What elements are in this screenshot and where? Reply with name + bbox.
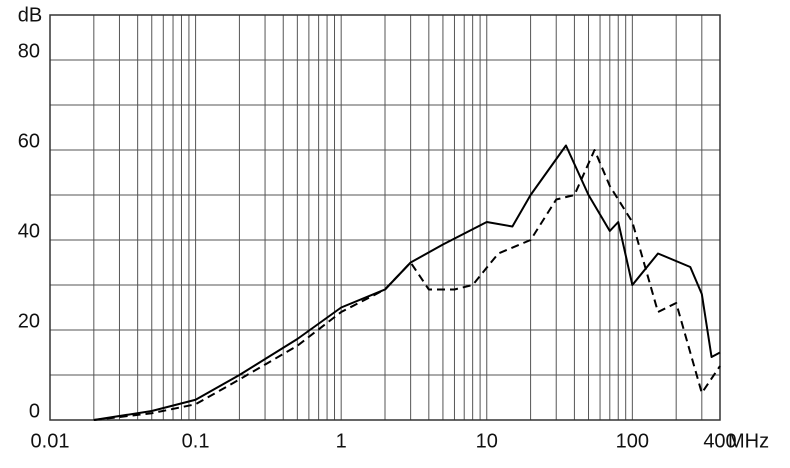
y-tick-label: 60 <box>18 130 40 152</box>
data-line <box>93 149 721 421</box>
plot-frame <box>49 14 721 421</box>
x-tick-label: 0.01 <box>31 430 70 452</box>
x-tick-label: 10 <box>476 430 498 452</box>
y-tick-label: 0 <box>29 400 40 422</box>
x-tick-label: 100 <box>616 430 649 452</box>
data-line <box>93 144 721 421</box>
x-tick-label: 400 <box>703 430 736 452</box>
y-tick-label: 40 <box>18 220 40 242</box>
x-tick-label: 0.1 <box>182 430 210 452</box>
y-tick-label: 80 <box>18 40 40 62</box>
x-axis-label: MHz <box>728 430 769 452</box>
y-axis-label: dB <box>18 4 42 26</box>
x-tick-label: 1 <box>336 430 347 452</box>
y-tick-label: 20 <box>18 310 40 332</box>
